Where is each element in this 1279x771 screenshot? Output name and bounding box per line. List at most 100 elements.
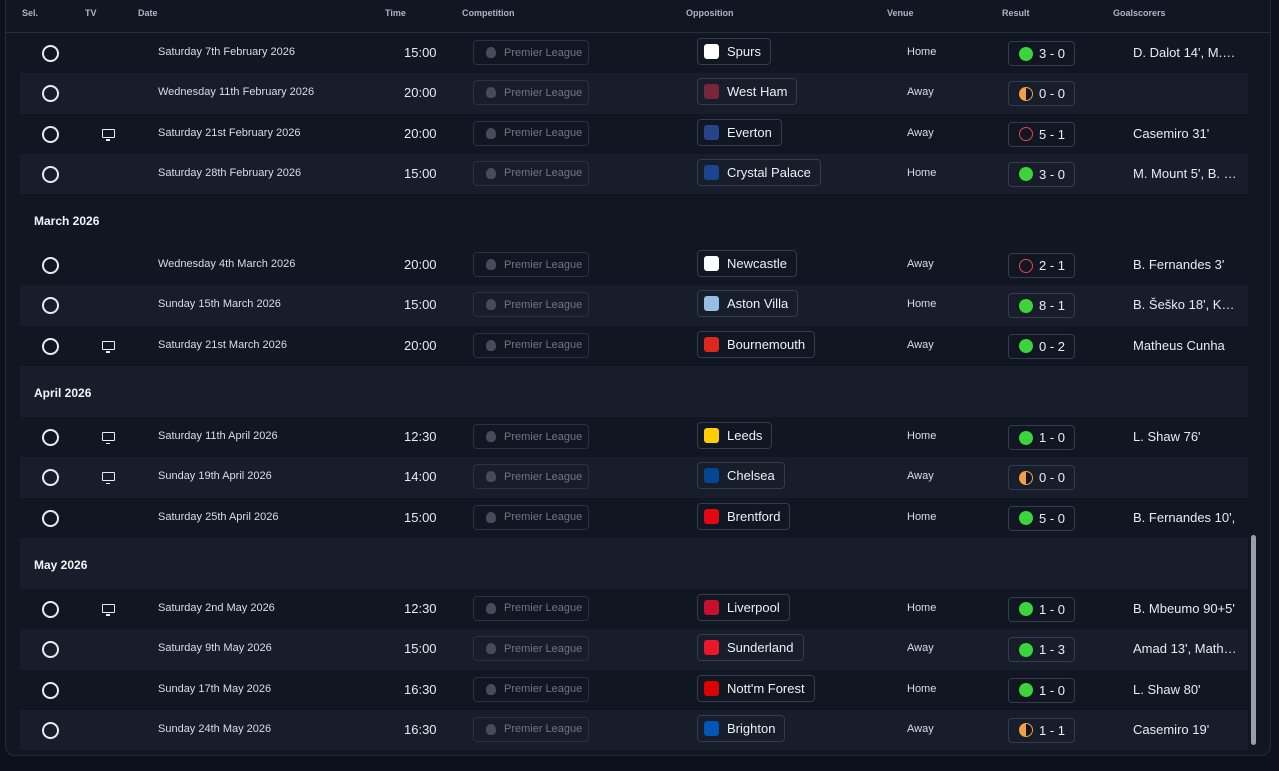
club-crest-icon bbox=[704, 336, 719, 352]
select-radio[interactable] bbox=[42, 429, 59, 447]
result-chip[interactable]: 0 - 0 bbox=[1008, 81, 1076, 107]
goalscorers-text: B. Mbeumo 90+5' bbox=[1133, 600, 1235, 616]
select-radio[interactable] bbox=[42, 337, 59, 355]
select-radio[interactable] bbox=[42, 721, 59, 739]
select-radio[interactable] bbox=[42, 257, 59, 275]
fixture-row[interactable]: Wednesday 11th February 2026 20:00 Premi… bbox=[20, 73, 1248, 114]
venue-label: Away bbox=[907, 642, 934, 655]
competition-label: Premier League bbox=[504, 46, 583, 59]
goalscorers-text: L. Shaw 76' bbox=[1133, 429, 1201, 445]
result-chip[interactable]: 2 - 1 bbox=[1008, 253, 1076, 279]
result-chip[interactable]: 5 - 1 bbox=[1008, 121, 1076, 147]
month-label: May 2026 bbox=[34, 557, 88, 572]
fixture-time: 20:00 bbox=[404, 337, 437, 353]
select-radio[interactable] bbox=[42, 297, 59, 315]
header-time[interactable]: Time bbox=[385, 8, 406, 18]
result-chip[interactable]: 3 - 0 bbox=[1008, 161, 1076, 187]
select-radio[interactable] bbox=[42, 509, 59, 527]
competition-badge: Premier League bbox=[473, 252, 589, 278]
opposition-chip[interactable]: Aston Villa bbox=[697, 290, 799, 318]
venue-label: Home bbox=[907, 682, 937, 695]
header-sel[interactable]: Sel. bbox=[22, 8, 39, 18]
month-label: April 2026 bbox=[34, 386, 92, 401]
select-radio[interactable] bbox=[42, 469, 59, 487]
venue-label: Away bbox=[907, 258, 934, 271]
fixture-row[interactable]: Sunday 17th May 2026 16:30 Premier Leagu… bbox=[20, 670, 1248, 710]
club-crest-icon bbox=[704, 164, 719, 180]
result-chip[interactable]: 1 - 0 bbox=[1008, 596, 1076, 622]
fixture-row[interactable]: Wednesday 4th March 2026 20:00 Premier L… bbox=[20, 245, 1248, 285]
result-chip[interactable]: 5 - 0 bbox=[1008, 505, 1076, 531]
venue-label: Home bbox=[907, 510, 937, 523]
opposition-chip[interactable]: West Ham bbox=[697, 78, 798, 106]
competition-badge: Premier League bbox=[473, 676, 589, 702]
result-score: 1 - 0 bbox=[1039, 682, 1066, 698]
opposition-chip[interactable]: Brighton bbox=[697, 714, 786, 742]
select-radio[interactable] bbox=[42, 125, 59, 143]
header-competition[interactable]: Competition bbox=[462, 8, 515, 18]
result-score: 1 - 3 bbox=[1039, 642, 1066, 658]
fixture-row[interactable]: Sunday 15th March 2026 15:00 Premier Lea… bbox=[20, 285, 1248, 326]
opposition-chip[interactable]: Crystal Palace bbox=[697, 158, 821, 186]
fixture-row[interactable]: Saturday 11th April 2026 12:30 Premier L… bbox=[20, 417, 1248, 457]
opposition-chip[interactable]: Leeds bbox=[697, 422, 773, 450]
select-radio[interactable] bbox=[42, 600, 59, 618]
fixture-time: 15:00 bbox=[404, 509, 437, 525]
vertical-scrollbar[interactable] bbox=[1251, 535, 1256, 745]
header-venue[interactable]: Venue bbox=[887, 8, 914, 18]
opposition-chip[interactable]: Liverpool bbox=[697, 593, 790, 621]
fixture-row[interactable]: Saturday 2nd May 2026 12:30 Premier Leag… bbox=[20, 589, 1248, 629]
fixture-row[interactable]: Saturday 21st March 2026 20:00 Premier L… bbox=[20, 326, 1248, 366]
venue-label: Away bbox=[907, 338, 934, 351]
fixture-row[interactable]: Saturday 28th February 2026 15:00 Premie… bbox=[20, 153, 1248, 195]
competition-badge: Premier League bbox=[473, 160, 589, 186]
select-radio[interactable] bbox=[42, 681, 59, 699]
fixture-row[interactable]: Saturday 7th February 2026 15:00 Premier… bbox=[20, 33, 1248, 73]
opposition-chip[interactable]: Nott'm Forest bbox=[697, 674, 815, 702]
result-chip[interactable]: 0 - 0 bbox=[1008, 465, 1076, 491]
opposition-chip[interactable]: Brentford bbox=[697, 502, 791, 530]
result-chip[interactable]: 1 - 0 bbox=[1008, 677, 1076, 703]
fixture-row[interactable]: Sunday 24th May 2026 16:30 Premier Leagu… bbox=[20, 709, 1248, 751]
header-date[interactable]: Date bbox=[138, 8, 158, 18]
result-chip[interactable]: 3 - 0 bbox=[1008, 41, 1076, 66]
header-opposition[interactable]: Opposition bbox=[686, 8, 734, 18]
fixture-row[interactable]: Saturday 25th April 2026 15:00 Premier L… bbox=[20, 498, 1248, 538]
fixture-date: Saturday 25th April 2026 bbox=[158, 510, 279, 523]
result-chip[interactable]: 0 - 2 bbox=[1008, 333, 1076, 359]
opposition-name: Newcastle bbox=[727, 256, 787, 272]
opposition-chip[interactable]: Bournemouth bbox=[697, 330, 816, 358]
fixture-row[interactable]: Sunday 19th April 2026 14:00 Premier Lea… bbox=[20, 457, 1248, 498]
select-radio[interactable] bbox=[42, 165, 59, 183]
header-goalscorers[interactable]: Goalscorers bbox=[1113, 8, 1166, 18]
result-score: 0 - 0 bbox=[1039, 86, 1066, 102]
opposition-chip[interactable]: Newcastle bbox=[697, 250, 797, 278]
tv-icon bbox=[102, 128, 115, 141]
fixture-date: Saturday 2nd May 2026 bbox=[158, 601, 275, 614]
opposition-chip[interactable]: Sunderland bbox=[697, 634, 804, 662]
result-chip[interactable]: 1 - 0 bbox=[1008, 425, 1076, 451]
result-chip[interactable]: 8 - 1 bbox=[1008, 293, 1076, 319]
opposition-chip[interactable]: Chelsea bbox=[697, 462, 785, 490]
select-radio[interactable] bbox=[42, 45, 59, 62]
competition-badge: Premier League bbox=[473, 292, 589, 318]
header-result[interactable]: Result bbox=[1002, 8, 1030, 18]
header-tv[interactable]: TV bbox=[85, 8, 97, 18]
result-draw-icon bbox=[1019, 470, 1033, 485]
result-score: 1 - 1 bbox=[1039, 722, 1066, 738]
result-chip[interactable]: 1 - 1 bbox=[1008, 717, 1076, 743]
select-radio[interactable] bbox=[42, 641, 59, 659]
goalscorers-text: L. Shaw 80' bbox=[1133, 681, 1201, 697]
fixture-row[interactable]: Saturday 9th May 2026 15:00 Premier Leag… bbox=[20, 629, 1248, 670]
opposition-chip[interactable]: Everton bbox=[697, 118, 782, 146]
goalscorers-text: B. Fernandes 10', bbox=[1133, 509, 1236, 525]
month-heading: May 2026 bbox=[20, 537, 1248, 589]
fixture-date: Saturday 28th February 2026 bbox=[158, 166, 302, 179]
select-radio[interactable] bbox=[42, 85, 59, 103]
opposition-chip[interactable]: Spurs bbox=[697, 38, 771, 65]
fixture-date: Sunday 17th May 2026 bbox=[158, 682, 272, 695]
club-crest-icon bbox=[704, 296, 719, 312]
fixture-row[interactable]: Saturday 21st February 2026 20:00 Premie… bbox=[20, 114, 1248, 154]
result-chip[interactable]: 1 - 3 bbox=[1008, 637, 1076, 663]
fixtures-panel: Sel. TV Date Time Competition Opposition… bbox=[5, 0, 1271, 756]
